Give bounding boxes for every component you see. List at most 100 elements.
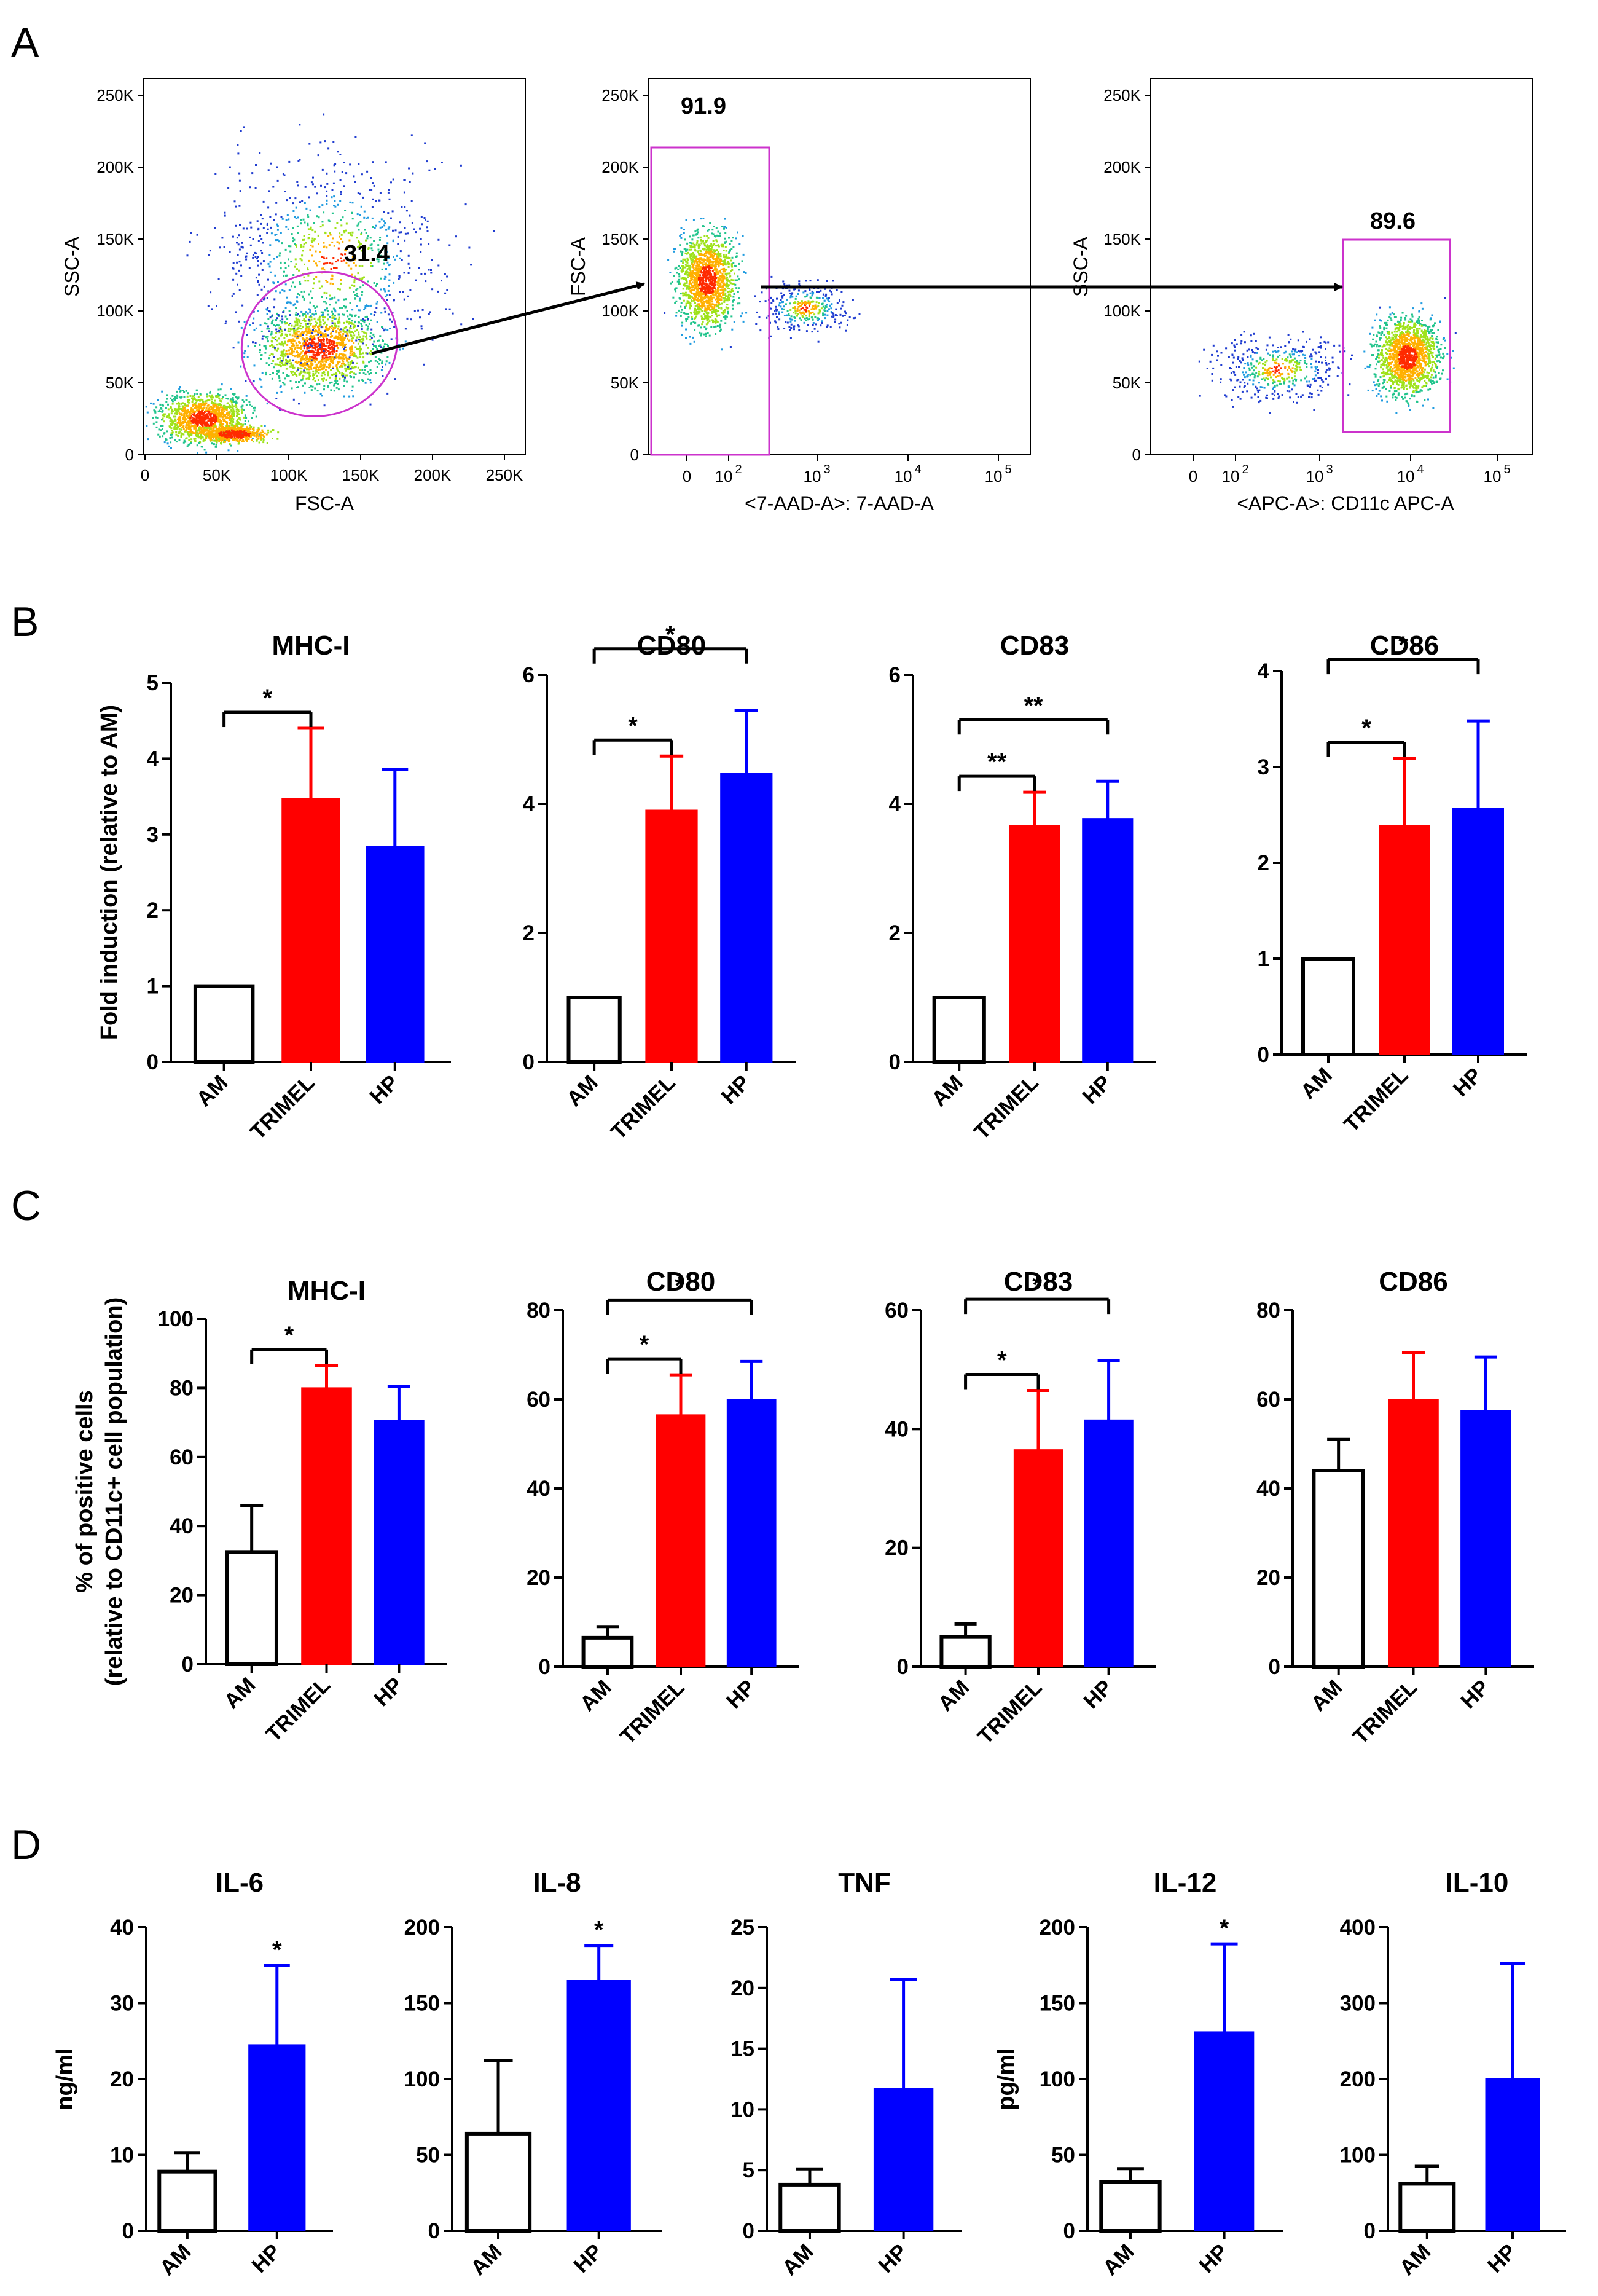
- event-dot: [390, 217, 392, 219]
- event-dot: [232, 267, 235, 270]
- event-dot: [163, 415, 166, 418]
- event-dot: [186, 254, 189, 257]
- event-dot: [316, 371, 318, 373]
- event-dot: [329, 339, 331, 342]
- event-dot: [325, 358, 327, 360]
- event-dot: [722, 278, 724, 280]
- event-dot: [268, 265, 271, 268]
- event-dot: [257, 438, 259, 440]
- event-dot: [305, 377, 308, 380]
- event-dot: [201, 410, 203, 412]
- event-dot: [200, 438, 202, 440]
- event-dot: [361, 379, 364, 381]
- event-dot: [195, 422, 197, 425]
- event-dot: [411, 222, 413, 224]
- event-dot: [323, 242, 325, 244]
- event-dot: [237, 418, 238, 420]
- event-dot: [345, 305, 347, 308]
- event-dot: [729, 257, 731, 259]
- event-dot: [694, 313, 696, 315]
- event-dot: [155, 416, 157, 419]
- event-dot: [383, 220, 385, 222]
- event-dot: [425, 280, 427, 283]
- event-dot: [224, 214, 226, 217]
- event-dot: [227, 398, 229, 400]
- event-dot: [216, 431, 219, 433]
- event-dot: [721, 226, 723, 227]
- event-dot: [233, 393, 236, 395]
- event-dot: [242, 227, 245, 230]
- event-dot: [675, 266, 678, 269]
- event-dot: [708, 320, 711, 323]
- event-dot: [299, 374, 301, 376]
- event-dot: [364, 316, 367, 318]
- event-dot: [366, 170, 369, 173]
- event-dot: [711, 296, 713, 299]
- event-dot: [270, 232, 273, 235]
- event-dot: [351, 348, 353, 350]
- event-dot: [216, 414, 218, 415]
- event-dot: [259, 351, 261, 353]
- event-dot: [176, 394, 178, 396]
- flow-plot-1-frame: [143, 78, 526, 455]
- event-dot: [358, 265, 361, 267]
- event-dot: [311, 339, 313, 341]
- event-dot: [179, 417, 182, 419]
- event-dot: [276, 438, 279, 440]
- event-dot: [322, 380, 324, 382]
- event-dot: [293, 331, 296, 334]
- event-dot: [332, 347, 334, 348]
- event-dot: [339, 338, 342, 340]
- flow-3-xtick: 10: [1397, 467, 1415, 486]
- event-dot: [193, 417, 195, 420]
- event-dot: [302, 238, 304, 241]
- event-dot: [724, 259, 726, 261]
- event-dot: [305, 242, 307, 244]
- event-dot: [183, 415, 185, 418]
- event-dot: [207, 404, 210, 406]
- event-dot: [331, 189, 334, 191]
- event-dot: [342, 216, 344, 219]
- event-dot: [301, 320, 304, 321]
- event-dot: [292, 237, 294, 240]
- event-dot: [186, 409, 188, 412]
- event-dot: [337, 203, 339, 206]
- event-dot: [702, 240, 704, 242]
- event-dot: [205, 409, 207, 412]
- event-dot: [299, 124, 301, 126]
- event-dot: [225, 436, 228, 439]
- event-dot: [724, 294, 727, 296]
- event-dot: [343, 305, 345, 307]
- event-dot: [198, 441, 201, 443]
- event-dot: [366, 319, 369, 321]
- event-dot: [204, 416, 206, 419]
- event-dot: [179, 413, 181, 415]
- event-dot: [730, 263, 733, 265]
- event-dot: [298, 269, 300, 272]
- event-dot: [292, 274, 295, 276]
- event-dot: [295, 342, 297, 345]
- event-dot: [215, 416, 217, 419]
- event-dot: [716, 249, 718, 251]
- event-dot: [269, 374, 272, 375]
- event-dot: [234, 425, 237, 427]
- event-dot: [298, 320, 300, 322]
- event-dot: [350, 327, 352, 329]
- event-dot: [168, 414, 170, 417]
- event-dot: [354, 258, 356, 261]
- event-dot: [374, 356, 377, 358]
- event-dot: [295, 381, 297, 383]
- event-dot: [208, 433, 210, 435]
- event-dot: [232, 399, 235, 401]
- event-dot: [213, 410, 215, 412]
- event-dot: [184, 404, 187, 406]
- event-dot: [724, 322, 727, 324]
- event-dot: [344, 368, 347, 370]
- event-dot: [282, 311, 284, 313]
- event-dot: [295, 206, 297, 209]
- event-dot: [206, 404, 209, 407]
- event-dot: [364, 229, 366, 231]
- event-dot: [246, 356, 249, 358]
- event-dot: [389, 318, 391, 321]
- event-dot: [338, 334, 340, 336]
